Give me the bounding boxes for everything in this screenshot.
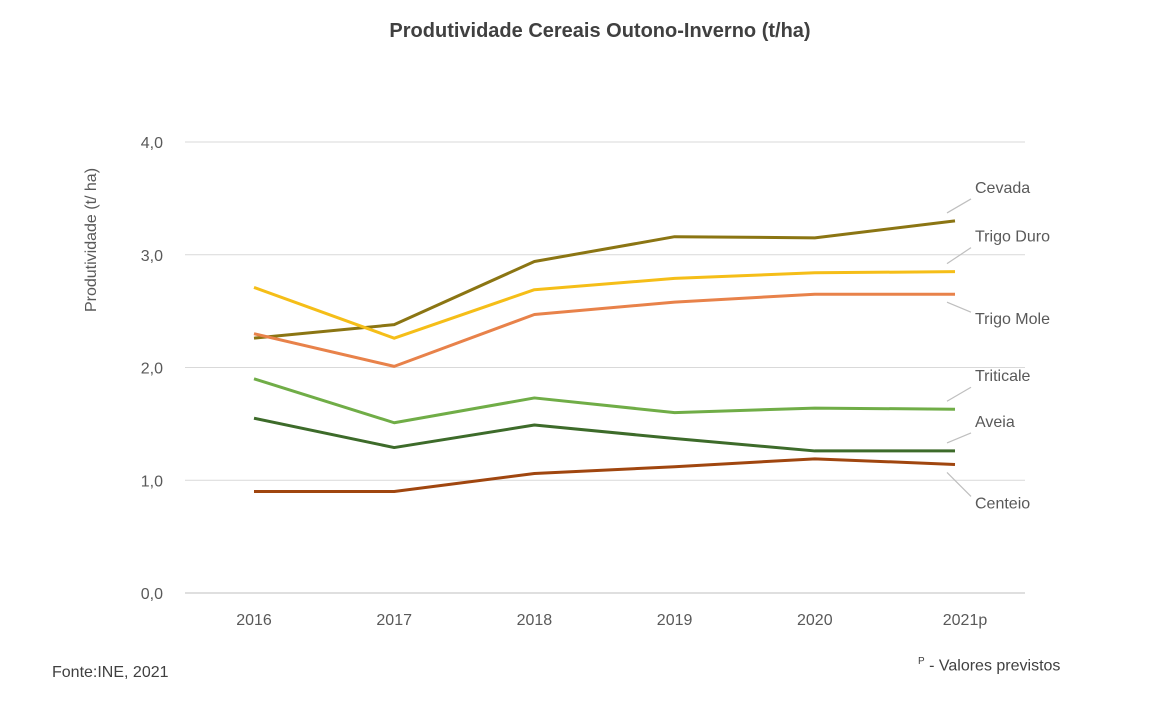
forecast-note-text: - Valores previstos [924,657,1061,675]
series-label: Aveia [975,414,1015,431]
leader-line [946,386,972,402]
y-axis-label: Produtividade (t/ ha) [83,168,100,312]
y-tick-label: 1,0 [141,473,163,490]
series-line-aveia [253,416,955,453]
y-tick-label: 3,0 [141,248,163,265]
x-tick-label: 2020 [797,612,833,629]
series-label: Centeio [975,495,1030,512]
x-tick-label: 2018 [517,612,553,629]
y-tick-label: 4,0 [141,135,163,152]
y-tick-label: 0,0 [141,586,163,603]
leader-line [946,432,972,444]
forecast-note: P - Valores previstos [918,656,1060,675]
x-tick-label: 2019 [657,612,693,629]
x-tick-label: 2017 [376,612,412,629]
series-label: Trigo Duro [975,229,1050,246]
x-tick-label: 2021p [943,612,988,629]
series-label: Cevada [975,180,1030,197]
chart-title: Produtividade Cereais Outono-Inverno (t/… [389,20,811,42]
y-tick-label: 2,0 [141,361,163,378]
leader-line [946,247,972,265]
series-line-centeio [254,457,956,494]
series-line-trigo-mole [253,292,955,368]
source-note: Fonte:INE, 2021 [52,664,169,681]
x-tick-label: 2016 [236,612,272,629]
series-label: Trigo Mole [975,311,1050,328]
series-line-trigo-duro [253,270,956,340]
leader-line [946,472,972,497]
series-line-triticale [253,377,956,425]
series-label: Triticale [975,368,1031,385]
leader-line [946,301,972,313]
forecast-marker: P [918,656,925,667]
series-line-cevada [253,219,956,340]
leader-line [946,198,972,214]
